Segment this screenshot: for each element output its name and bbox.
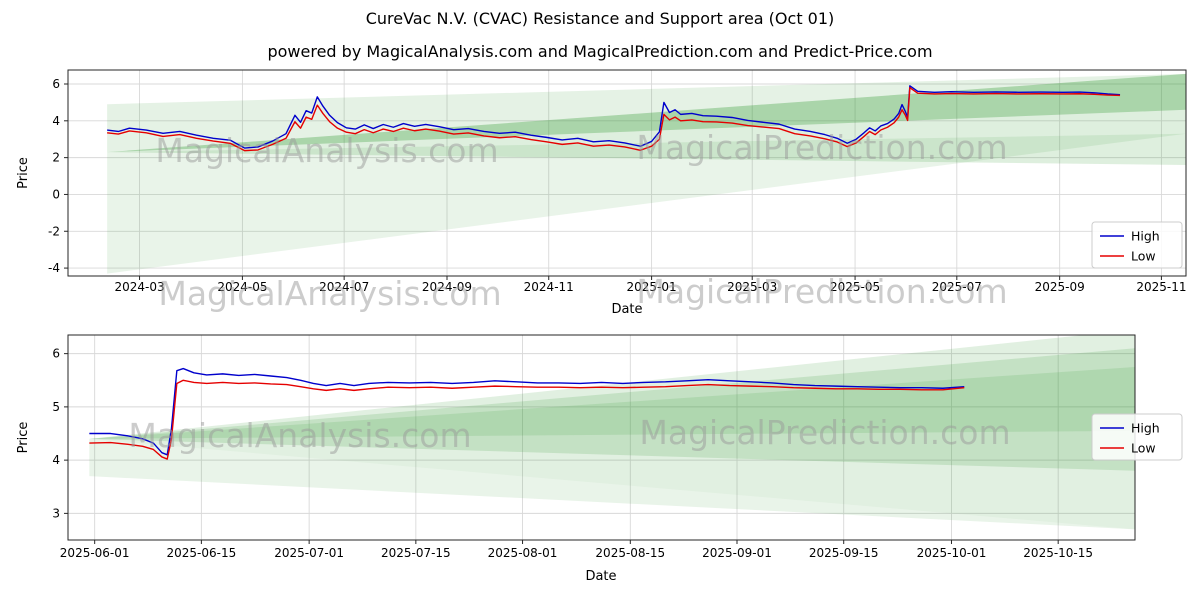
high-line bbox=[107, 85, 1121, 149]
legend-label-low: Low bbox=[1131, 249, 1156, 264]
y-tick-label: 6 bbox=[52, 347, 60, 361]
watermark-text: MagicalAnalysis.com bbox=[158, 274, 501, 313]
x-tick-label: 2024-09 bbox=[422, 280, 472, 294]
support-resistance-fill bbox=[107, 73, 1186, 153]
x-tick-label: 2025-11 bbox=[1136, 280, 1186, 294]
y-tick-label: 5 bbox=[52, 400, 60, 414]
x-tick-label: 2025-09-15 bbox=[809, 546, 879, 560]
x-tick-label: 2025-07-15 bbox=[381, 546, 451, 560]
y-tick-label: 0 bbox=[52, 187, 60, 201]
support-resistance-fill bbox=[89, 366, 1135, 439]
high-line bbox=[89, 367, 965, 456]
legend-label-low: Low bbox=[1131, 441, 1156, 456]
x-axis-label: Date bbox=[611, 302, 642, 317]
y-axis-label: Price bbox=[16, 422, 31, 454]
x-tick-label: 2025-05 bbox=[830, 280, 880, 294]
support-resistance-fill bbox=[107, 133, 1186, 274]
support-resistance-fill bbox=[89, 348, 1135, 471]
x-tick-label: 2025-06-01 bbox=[60, 546, 130, 560]
y-tick-label: 3 bbox=[52, 506, 60, 520]
watermark-text: MagicalAnalysis.com bbox=[128, 416, 471, 455]
x-tick-label: 2024-07 bbox=[319, 280, 369, 294]
x-tick-label: 2025-03 bbox=[727, 280, 777, 294]
page-title: CureVac N.V. (CVAC) Resistance and Suppo… bbox=[365, 9, 835, 28]
x-tick-label: 2025-10-15 bbox=[1023, 546, 1093, 560]
x-axis-label: Date bbox=[585, 569, 616, 584]
watermark-text: MagicalPrediction.com bbox=[636, 128, 1007, 167]
chart-overview: 2024-03 2024-05 2024-07 2024-09 2024-11 2025-… bbox=[16, 69, 1187, 317]
x-tick-label: 2025-09 bbox=[1035, 280, 1085, 294]
y-tick-label: 6 bbox=[52, 77, 60, 91]
legend: High Low bbox=[1091, 413, 1183, 461]
x-tick-label: 2025-10-01 bbox=[917, 546, 987, 560]
watermark-text: MagicalAnalysis.com bbox=[155, 131, 498, 170]
chart-recent: 2025-06-01 2025-06-15 2025-07-01 2025-07-15… bbox=[16, 334, 1183, 584]
x-tick-label: 2025-09-01 bbox=[702, 546, 772, 560]
legend-label-high: High bbox=[1131, 421, 1160, 436]
legend-label-high: High bbox=[1131, 229, 1160, 244]
y-tick-label: 2 bbox=[52, 151, 60, 165]
x-tick-label: 2024-05 bbox=[217, 280, 267, 294]
axes-border bbox=[67, 69, 1187, 277]
x-tick-label: 2025-08-15 bbox=[595, 546, 665, 560]
watermark-text: MagicalPrediction.com bbox=[636, 272, 1007, 311]
x-tick-label: 2025-07 bbox=[932, 280, 982, 294]
page-subtitle: powered by MagicalAnalysis.com and Magic… bbox=[267, 42, 933, 61]
x-tick-label: 2025-07-01 bbox=[274, 546, 344, 560]
x-tick-label: 2024-11 bbox=[524, 280, 574, 294]
x-tick-label: 2024-03 bbox=[114, 280, 164, 294]
y-tick-label: 4 bbox=[52, 453, 60, 467]
x-tick-label: 2025-01 bbox=[627, 280, 677, 294]
support-resistance-fill bbox=[89, 438, 1135, 530]
watermark-text: MagicalPrediction.com bbox=[639, 413, 1010, 452]
low-line bbox=[89, 379, 965, 460]
y-tick-label: 4 bbox=[52, 114, 60, 128]
y-tick-label: -2 bbox=[48, 224, 60, 238]
support-resistance-fill bbox=[107, 73, 1186, 165]
y-tick-label: -4 bbox=[48, 261, 60, 275]
support-resistance-fill bbox=[89, 335, 1135, 530]
low-line bbox=[107, 86, 1121, 152]
legend: High Low bbox=[1091, 221, 1183, 269]
support-resistance-fill bbox=[107, 73, 1186, 153]
x-tick-label: 2025-08-01 bbox=[488, 546, 558, 560]
x-tick-label: 2025-06-15 bbox=[167, 546, 237, 560]
y-axis-label: Price bbox=[16, 157, 31, 189]
